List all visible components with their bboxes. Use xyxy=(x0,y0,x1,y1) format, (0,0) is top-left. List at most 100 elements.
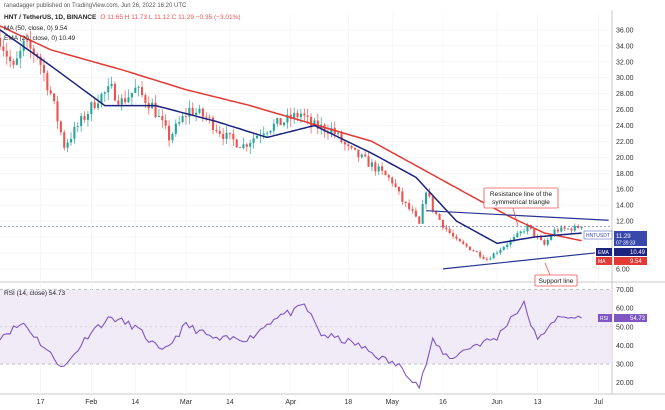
candle-body xyxy=(39,56,42,65)
rsi-line xyxy=(0,299,582,390)
candle-body xyxy=(282,122,286,126)
time-tick-label: 18 xyxy=(344,399,352,406)
candle-body xyxy=(516,233,519,238)
price-tick-label: 36.00 xyxy=(616,27,634,34)
candle-body xyxy=(228,132,231,134)
candle-body xyxy=(577,225,580,229)
candle-body xyxy=(448,229,451,233)
candle-body xyxy=(262,133,265,136)
rsi-value-tag: 54.73 RSI xyxy=(598,314,647,323)
candle-body xyxy=(59,121,62,133)
candle-body xyxy=(343,142,346,145)
ma-tag-name-box xyxy=(596,257,612,265)
candle-body xyxy=(489,258,492,260)
candle-body xyxy=(49,90,52,94)
candle-body xyxy=(279,118,282,126)
candle-body xyxy=(293,112,296,120)
candle-body xyxy=(519,231,522,234)
publisher-line: ranadagger published on TradingView.com,… xyxy=(4,3,187,9)
last-price-countdown: 07:39:33 xyxy=(616,241,636,247)
candle-body xyxy=(411,209,414,211)
candle-body xyxy=(465,243,468,247)
candle-body xyxy=(367,156,370,167)
time-tick-label: Mar xyxy=(180,399,193,406)
price-tick-label: 28.00 xyxy=(616,91,634,98)
candle-body xyxy=(462,241,465,244)
ema-tag-label: EMA xyxy=(598,250,610,256)
candle-body xyxy=(438,214,441,220)
candle-body xyxy=(452,232,455,237)
candle-body xyxy=(397,186,401,192)
candle-body xyxy=(276,118,279,124)
time-tick-label: 14 xyxy=(226,399,234,406)
candle-body xyxy=(550,235,553,240)
candle-body xyxy=(526,224,529,232)
candle-body xyxy=(211,117,215,130)
price-tick-label: 12.00 xyxy=(616,219,634,226)
rsi-tag-box xyxy=(614,314,647,323)
candle-body xyxy=(506,244,509,248)
price-tick-label: 20.00 xyxy=(616,155,634,162)
candle-body xyxy=(198,108,201,113)
candle-body xyxy=(408,202,411,210)
candle-body xyxy=(255,135,259,139)
price-tick-label: 26.00 xyxy=(616,107,634,114)
candle-body xyxy=(303,113,306,116)
rsi-legend: RSI (14, close) 54.73 xyxy=(4,290,65,297)
candle-body xyxy=(384,170,387,176)
candle-body xyxy=(232,133,235,140)
candle-body xyxy=(272,123,275,131)
candle-body xyxy=(387,175,390,178)
candle-body xyxy=(566,228,570,230)
resistance-annotation-line1: Resistance line of the xyxy=(490,191,553,198)
candle-body xyxy=(83,116,86,120)
candle-body xyxy=(539,237,543,241)
candle-body xyxy=(195,112,198,116)
rsi-tag-name-box xyxy=(598,314,612,323)
candle-body xyxy=(249,142,252,147)
ema-price-tag: 10.49 EMA xyxy=(596,248,647,256)
symbol-tag-box xyxy=(583,230,613,240)
candle-body xyxy=(431,196,434,212)
candle-body xyxy=(29,40,32,49)
candle-body xyxy=(2,46,5,51)
candle-body xyxy=(110,83,113,87)
candle-body xyxy=(428,192,431,197)
candle-body xyxy=(76,126,79,127)
rsi-tick-label: 20.00 xyxy=(616,380,634,387)
rsi-tick-label: 30.00 xyxy=(616,362,634,369)
rsi-tag-label: RSI xyxy=(600,316,608,322)
candle-body xyxy=(360,154,363,158)
candle-body xyxy=(252,138,255,143)
candle-body xyxy=(414,210,417,217)
time-tick-label: 13 xyxy=(534,399,542,406)
ma-tag-label: MA xyxy=(598,259,606,265)
candle-body xyxy=(184,116,188,117)
candle-body xyxy=(404,201,407,203)
candle-body xyxy=(570,228,573,231)
symbol-title: HNT / TetherUS, 1D, BINANCE xyxy=(4,14,97,21)
candle-body xyxy=(340,133,343,143)
support-annotation: Support line xyxy=(534,262,578,287)
candle-body xyxy=(80,116,83,127)
candle-body xyxy=(269,130,272,133)
candle-body xyxy=(299,113,302,118)
price-tick-label: 22.00 xyxy=(616,139,634,146)
candle-body xyxy=(107,86,110,93)
candle-body xyxy=(316,120,319,129)
candle-body xyxy=(377,166,380,172)
candle-body xyxy=(492,253,495,259)
candle-body xyxy=(154,102,157,117)
candle-body xyxy=(215,129,218,132)
candle-body xyxy=(26,40,29,42)
symbol-tag-label: HNTUSDT xyxy=(586,233,610,239)
candle-body xyxy=(560,227,563,232)
time-tick-label: 14 xyxy=(131,399,139,406)
candle-body xyxy=(424,192,428,205)
rsi-tick-label: 60.00 xyxy=(616,306,634,313)
trendlines xyxy=(0,210,612,270)
rsi-tick-label: 70.00 xyxy=(616,287,634,294)
rsi-tick-label: 40.00 xyxy=(616,343,634,350)
symbol-ohlc: HNT / TetherUS, 1D, BINANCE O 11.65 H 11.… xyxy=(4,14,241,21)
